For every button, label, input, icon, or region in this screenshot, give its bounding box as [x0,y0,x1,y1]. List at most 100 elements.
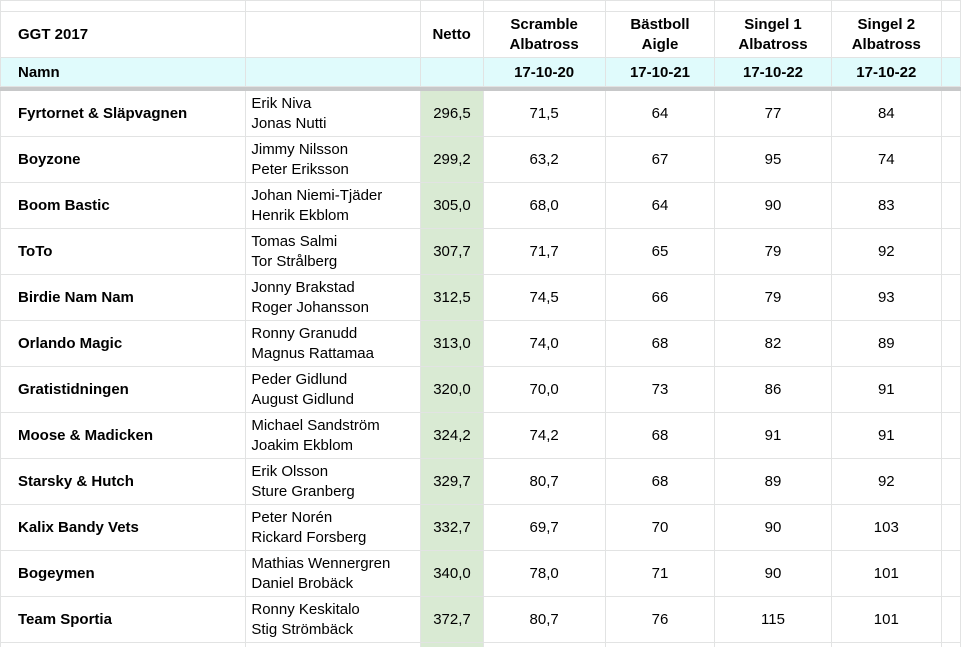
team-name-cell[interactable]: ToTo [0,228,247,275]
round-score-cell[interactable]: 68 [604,412,716,459]
title-cell[interactable]: GGT 2017 [0,11,247,58]
empty-cell[interactable] [245,57,421,87]
team-name-cell[interactable]: Bogeymen [0,550,247,597]
round-header-cell-4[interactable]: Singel 2 Albatross [830,11,943,58]
round-score-cell[interactable]: 83 [830,182,943,229]
team-name-cell[interactable]: Boyzone [0,136,247,183]
round-score-cell[interactable]: 89 [714,458,832,505]
round-score-cell[interactable]: 115 [714,596,832,643]
empty-cell[interactable] [941,550,961,597]
team-name-cell[interactable]: Starsky & Hutch [0,458,247,505]
team-name-cell[interactable]: Fyrtornet & Släpvagnen [0,90,247,137]
empty-cell[interactable] [941,90,961,137]
round-score-cell[interactable]: 74,5 [482,274,606,321]
round-score-cell[interactable]: 89 [830,320,943,367]
empty-cell[interactable] [941,11,961,58]
team-name-cell[interactable]: Birdie Nam Nam [0,274,247,321]
round-score-cell[interactable]: 90 [714,182,832,229]
round-date-cell-1[interactable]: 17-10-20 [482,57,606,87]
team-name-cell[interactable]: Orlando Magic [0,320,247,367]
players-cell[interactable]: Ronny Keskitalo Stig Strömbäck [245,596,421,643]
empty-cell[interactable] [941,136,961,183]
netto-cell[interactable]: 305,0 [419,182,484,229]
round-header-cell-2[interactable]: Bästboll Aigle [604,11,716,58]
round-score-cell[interactable]: 69,7 [482,504,606,551]
round-score-cell[interactable]: 74 [830,136,943,183]
round-score-cell[interactable]: 65 [604,228,716,275]
round-score-cell[interactable]: 90 [714,504,832,551]
round-score-cell[interactable]: 66 [604,274,716,321]
players-cell[interactable]: Michael Sandström Joakim Ekblom [245,412,421,459]
round-score-cell[interactable]: 95 [714,136,832,183]
empty-cell[interactable] [419,57,484,87]
round-score-cell[interactable]: 77 [714,90,832,137]
round-score-cell[interactable]: 71 [604,550,716,597]
netto-cell[interactable]: 312,5 [419,274,484,321]
team-name-cell[interactable]: Gratistidningen [0,366,247,413]
netto-cell[interactable]: 299,2 [419,136,484,183]
netto-cell[interactable]: 332,7 [419,504,484,551]
round-score-cell[interactable]: 84 [830,90,943,137]
round-score-cell[interactable]: 101 [830,550,943,597]
round-score-cell[interactable]: 91 [830,366,943,413]
round-score-cell[interactable]: 78,0 [482,550,606,597]
empty-cell[interactable] [941,596,961,643]
team-name-cell[interactable]: Kalix Bandy Vets [0,504,247,551]
netto-cell[interactable]: 307,7 [419,228,484,275]
netto-cell[interactable]: 329,7 [419,458,484,505]
round-header-cell-3[interactable]: Singel 1 Albatross [714,11,832,58]
round-date-cell-3[interactable]: 17-10-22 [714,57,832,87]
netto-cell[interactable]: 313,0 [419,320,484,367]
empty-cell[interactable] [941,57,961,87]
players-cell[interactable]: Jonny Brakstad Roger Johansson [245,274,421,321]
round-score-cell[interactable]: 68 [604,320,716,367]
round-score-cell[interactable]: 79 [714,274,832,321]
round-score-cell[interactable]: 74,0 [482,320,606,367]
round-score-cell[interactable]: 71,5 [482,90,606,137]
empty-cell[interactable] [941,458,961,505]
round-score-cell[interactable]: 64 [604,90,716,137]
round-score-cell[interactable]: 92 [830,458,943,505]
round-score-cell[interactable]: 92 [830,228,943,275]
namn-label-cell[interactable]: Namn [0,57,247,87]
round-score-cell[interactable]: 68,0 [482,182,606,229]
team-name-cell[interactable]: Moose & Madicken [0,412,247,459]
round-score-cell[interactable]: 90 [714,550,832,597]
round-date-cell-4[interactable]: 17-10-22 [830,57,943,87]
netto-cell[interactable]: 296,5 [419,90,484,137]
round-score-cell[interactable]: 80,7 [482,458,606,505]
players-cell[interactable]: Erik Olsson Sture Granberg [245,458,421,505]
round-score-cell[interactable]: 103 [830,504,943,551]
players-cell[interactable]: Tomas Salmi Tor Strålberg [245,228,421,275]
round-header-cell-1[interactable]: Scramble Albatross [482,11,606,58]
netto-cell[interactable]: 340,0 [419,550,484,597]
empty-cell[interactable] [245,11,421,58]
netto-header-cell[interactable]: Netto [419,11,484,58]
empty-cell[interactable] [941,412,961,459]
players-cell[interactable]: Ronny Granudd Magnus Rattamaa [245,320,421,367]
round-score-cell[interactable]: 67 [604,136,716,183]
round-score-cell[interactable]: 91 [830,412,943,459]
empty-cell[interactable] [941,274,961,321]
team-name-cell[interactable]: Boom Bastic [0,182,247,229]
players-cell[interactable]: Mathias Wennergren Daniel Brobäck [245,550,421,597]
empty-cell[interactable] [941,320,961,367]
netto-cell[interactable]: 372,7 [419,596,484,643]
empty-cell[interactable] [941,228,961,275]
team-name-cell[interactable]: Team Sportia [0,596,247,643]
players-cell[interactable]: Erik Niva Jonas Nutti [245,90,421,137]
players-cell[interactable]: Peder Gidlund August Gidlund [245,366,421,413]
round-score-cell[interactable]: 80,7 [482,596,606,643]
round-score-cell[interactable]: 68 [604,458,716,505]
players-cell[interactable]: Peter Norén Rickard Forsberg [245,504,421,551]
round-score-cell[interactable]: 70,0 [482,366,606,413]
round-score-cell[interactable]: 86 [714,366,832,413]
round-date-cell-2[interactable]: 17-10-21 [604,57,716,87]
round-score-cell[interactable]: 70 [604,504,716,551]
round-score-cell[interactable]: 71,7 [482,228,606,275]
empty-cell[interactable] [941,504,961,551]
round-score-cell[interactable]: 101 [830,596,943,643]
netto-cell[interactable]: 320,0 [419,366,484,413]
round-score-cell[interactable]: 82 [714,320,832,367]
netto-cell[interactable]: 324,2 [419,412,484,459]
